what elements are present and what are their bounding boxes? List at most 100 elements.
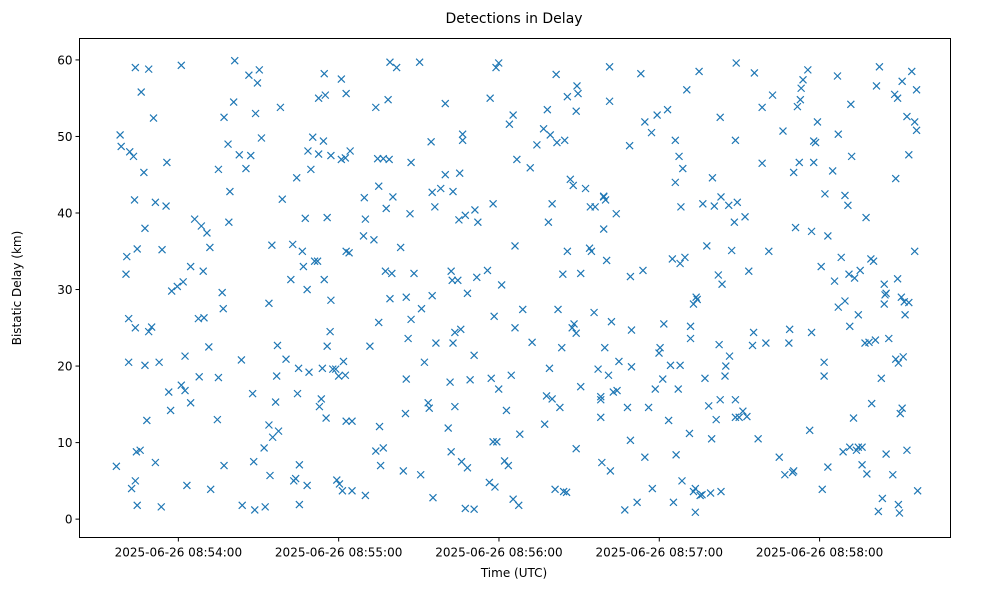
data-point: [446, 378, 455, 387]
data-point: [381, 267, 390, 276]
data-point: [676, 259, 685, 268]
data-point: [904, 150, 913, 159]
data-point: [807, 328, 816, 337]
data-point: [298, 247, 307, 256]
data-point: [899, 352, 908, 361]
data-point: [306, 165, 315, 174]
data-point: [758, 103, 767, 112]
data-point: [406, 209, 414, 218]
data-point: [323, 342, 332, 351]
data-point: [880, 300, 889, 308]
data-point: [733, 198, 742, 207]
data-point: [878, 494, 887, 503]
data-point: [375, 422, 384, 431]
data-point: [891, 355, 900, 364]
data-point: [317, 395, 326, 403]
data-point: [854, 310, 863, 319]
y-tick-label: 10: [57, 436, 72, 450]
data-point: [823, 232, 832, 240]
data-point: [526, 163, 535, 172]
data-point: [453, 276, 462, 285]
y-tick-label: 0: [65, 513, 73, 527]
data-point: [834, 130, 843, 139]
data-point: [151, 198, 160, 207]
data-point: [813, 117, 822, 126]
data-point: [704, 401, 713, 410]
data-point: [605, 62, 614, 71]
data-point: [341, 153, 350, 162]
data-point: [494, 59, 503, 67]
data-point: [144, 327, 153, 336]
data-point: [348, 486, 356, 495]
data-point: [515, 430, 524, 439]
data-point: [834, 303, 843, 312]
data-point: [430, 202, 439, 211]
data-point: [244, 71, 253, 80]
data-point: [492, 437, 501, 446]
data-point: [337, 155, 346, 164]
data-point: [817, 262, 826, 271]
data-point: [314, 150, 323, 158]
data-point: [912, 85, 921, 94]
data-point: [204, 343, 213, 351]
data-point: [546, 131, 555, 139]
data-point: [456, 325, 465, 334]
data-point: [203, 228, 211, 237]
data-point: [821, 189, 829, 198]
data-point: [780, 470, 789, 479]
data-point: [314, 94, 323, 103]
data-point: [563, 92, 572, 101]
data-point: [181, 352, 189, 361]
y-tick-label: 30: [57, 283, 72, 297]
data-point: [675, 152, 683, 161]
data-point: [334, 372, 343, 380]
data-point: [124, 358, 133, 367]
data-point: [647, 128, 656, 137]
data-point: [607, 317, 616, 326]
data-point: [903, 112, 911, 121]
data-point: [122, 270, 130, 279]
data-point: [255, 65, 264, 74]
data-point: [449, 187, 457, 196]
data-point: [214, 373, 223, 382]
data-point: [888, 470, 897, 479]
data-point: [509, 111, 518, 119]
data-point: [218, 288, 227, 297]
data-point: [205, 243, 214, 252]
data-point: [253, 78, 262, 87]
data-point: [293, 389, 302, 398]
data-point: [257, 134, 266, 142]
data-point: [220, 461, 228, 470]
data-point: [328, 365, 337, 374]
data-point: [696, 491, 705, 500]
data-point: [791, 223, 800, 232]
data-point: [874, 507, 883, 516]
data-point: [288, 240, 297, 249]
data-point: [591, 202, 600, 211]
data-point: [623, 403, 632, 412]
data-point: [483, 266, 492, 275]
data-point: [845, 443, 854, 452]
data-point: [758, 159, 767, 168]
data-point: [880, 280, 889, 289]
data-point: [402, 375, 411, 383]
data-point: [875, 62, 884, 71]
data-point: [845, 322, 854, 331]
data-point: [615, 357, 623, 366]
data-point: [447, 447, 456, 456]
data-point: [862, 470, 871, 478]
data-point: [274, 427, 283, 436]
data-point: [744, 267, 753, 276]
data-point: [633, 498, 642, 507]
data-point: [716, 113, 725, 122]
data-point: [910, 247, 919, 256]
data-point: [492, 63, 500, 72]
data-point: [129, 152, 138, 161]
x-tick-label: 2025-06-26 08:54:00: [115, 546, 242, 560]
data-point: [490, 312, 499, 321]
data-point: [795, 158, 804, 167]
data-point: [278, 195, 287, 204]
data-point: [656, 343, 665, 352]
data-point: [566, 175, 575, 184]
data-point: [470, 505, 479, 514]
